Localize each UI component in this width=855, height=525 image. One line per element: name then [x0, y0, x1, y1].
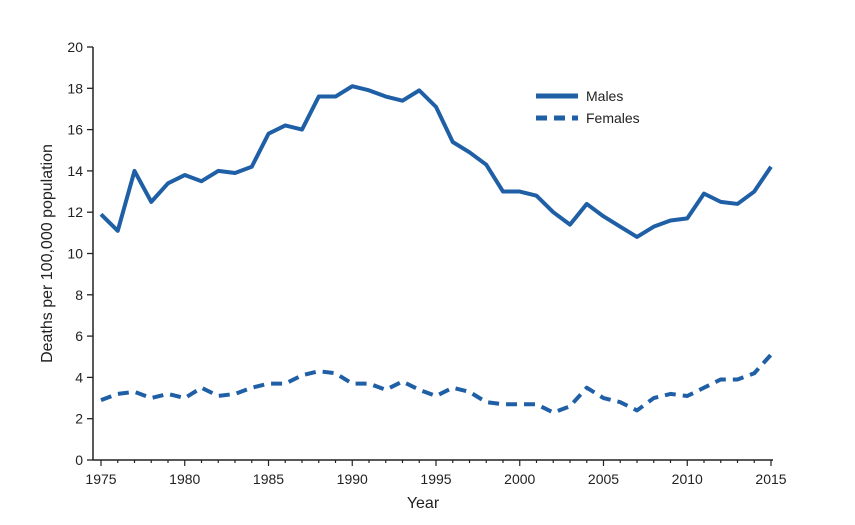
legend: Males Females — [536, 88, 640, 126]
axes — [92, 47, 773, 461]
y-tick-label: 20 — [67, 39, 83, 55]
y-tick-label: 4 — [75, 369, 83, 385]
x-tick-label: 1995 — [420, 471, 451, 487]
series-line-females — [100, 353, 773, 415]
x-tick-label: 1975 — [85, 471, 116, 487]
legend-label-males: Males — [586, 88, 623, 104]
x-tick-label: 2005 — [588, 471, 619, 487]
x-tick-label: 1985 — [253, 471, 284, 487]
series-line-males — [99, 84, 773, 239]
x-tick-label: 1990 — [337, 471, 368, 487]
y-tick-label: 12 — [67, 204, 83, 220]
y-tick-label: 16 — [67, 122, 83, 138]
y-axis-title: Deaths per 100,000 population — [39, 144, 56, 363]
y-tick-label: 8 — [75, 287, 83, 303]
x-tick-label: 1980 — [169, 471, 200, 487]
y-tick-label: 18 — [67, 80, 83, 96]
x-axis-title: Year — [407, 495, 440, 512]
y-tick-label: 6 — [75, 328, 83, 344]
x-tick-label: 2010 — [672, 471, 703, 487]
x-tick-label: 2015 — [755, 471, 786, 487]
series-layer — [99, 84, 773, 415]
y-tick-label: 10 — [67, 246, 83, 262]
x-ticks: 1975 1980 1985 1990 1995 2000 2005 2010 2015 — [85, 460, 787, 487]
x-tick-label: 2000 — [504, 471, 535, 487]
legend-label-females: Females — [586, 110, 640, 126]
y-tick-label: 0 — [75, 452, 83, 468]
y-tick-label: 2 — [75, 411, 83, 427]
y-tick-label: 14 — [67, 163, 83, 179]
y-ticks: 0 2 4 6 8 10 12 14 16 18 20 — [67, 39, 93, 468]
